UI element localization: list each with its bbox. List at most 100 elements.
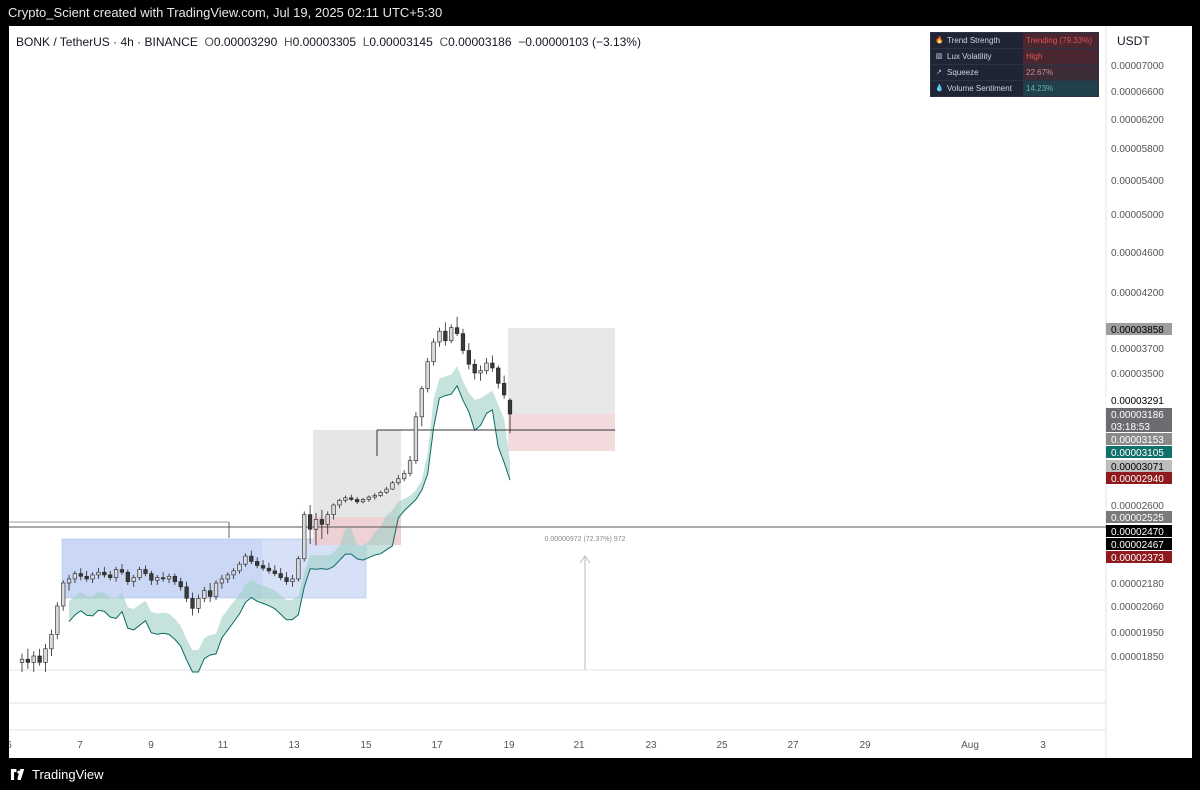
- price-tag: [1106, 472, 1172, 484]
- indicator-value: High: [1023, 49, 1098, 64]
- candle: [149, 573, 154, 581]
- candle: [490, 362, 495, 369]
- indicator-label-text: Lux Volatility: [947, 52, 992, 61]
- currency-label[interactable]: USDT: [1117, 34, 1150, 48]
- candle: [90, 574, 95, 580]
- close-label: C: [439, 35, 449, 49]
- price-tag-label: 0.00003105: [1111, 448, 1164, 459]
- time-tick-label: 11: [218, 740, 229, 751]
- candle: [402, 472, 407, 480]
- flame-icon: 🔥: [935, 36, 944, 44]
- indicator-row: 🔥 Trend Strength Trending (79.33%): [931, 33, 1098, 49]
- candle: [155, 577, 160, 581]
- candle: [125, 571, 130, 582]
- squeeze-icon: ↗: [936, 68, 942, 76]
- high-value: 0.00003305: [292, 35, 357, 49]
- candle: [160, 577, 166, 580]
- candle: [196, 598, 201, 609]
- candle: [37, 655, 42, 663]
- candle: [113, 569, 119, 578]
- time-tick-label: 7: [77, 740, 83, 751]
- candle: [449, 327, 454, 342]
- candle: [19, 658, 25, 663]
- price-tick-label: 0.00005800: [1111, 144, 1164, 155]
- candle: [184, 586, 189, 599]
- time-tick-label: 27: [787, 740, 799, 751]
- candle: [307, 514, 313, 530]
- brand-name: TradingView: [32, 766, 104, 782]
- volatility-icon: ▧: [935, 52, 943, 60]
- price-tag-label: 0.00002373: [1111, 553, 1164, 564]
- price-tag-label: 0.00002940: [1111, 474, 1164, 485]
- price-tick-label: 0.00001850: [1111, 652, 1164, 663]
- candle: [343, 497, 348, 501]
- candle: [460, 333, 466, 351]
- low-value: 0.00003145: [369, 35, 433, 49]
- price-tag: [1106, 394, 1172, 406]
- time-tick-label: 19: [503, 740, 515, 751]
- price-tag: [1106, 323, 1172, 335]
- candle: [419, 388, 424, 418]
- candle: [202, 590, 207, 599]
- price-tag-label: 0.00003858: [1111, 325, 1164, 336]
- price-tag-label: 0.00003153: [1111, 435, 1164, 446]
- candle: [507, 399, 513, 415]
- time-tick-label: 15: [360, 740, 372, 751]
- change-value: −0.00000103 (−3.13%): [518, 35, 641, 49]
- price-tag-label: 0.00002467: [1111, 540, 1164, 551]
- price-tag: [1106, 460, 1172, 472]
- chart-canvas[interactable]: 0.00000972 (72.37%) 972 0.00007000 0.00006…: [9, 26, 1192, 758]
- trend-ribbon-line: [68, 384, 511, 673]
- candle: [396, 478, 401, 484]
- indicator-label-text: Trend Strength: [947, 36, 1001, 45]
- candle: [119, 569, 125, 573]
- candle: [372, 495, 377, 498]
- indicator-value: Trending (79.33%): [1023, 33, 1098, 48]
- price-tick-label: 0.00003700: [1111, 344, 1164, 355]
- high-label: H: [283, 35, 293, 49]
- candle: [31, 655, 36, 663]
- indicator-label-text: Volume Sentiment: [947, 84, 1012, 93]
- candle: [96, 571, 101, 576]
- price-tag: [1106, 433, 1172, 445]
- candle: [219, 578, 225, 584]
- price-tick-label: 0.00006200: [1111, 115, 1164, 126]
- candle: [131, 577, 136, 582]
- measure-label: 0.00000972 (72.37%) 972: [545, 536, 626, 543]
- price-tick-label: 0.00004200: [1111, 288, 1164, 299]
- accumulation-box-inner: [62, 539, 262, 598]
- candle: [266, 567, 272, 572]
- price-tag: [1106, 420, 1172, 432]
- candle: [278, 573, 283, 578]
- candle: [213, 582, 219, 597]
- price-tick-label: 0.00005000: [1111, 210, 1164, 221]
- indicator-row: 💧 Volume Sentiment 14.23%: [931, 81, 1098, 96]
- time-tick-label: Aug: [961, 740, 979, 751]
- candle: [137, 569, 142, 578]
- candle: [66, 578, 72, 584]
- indicator-row: ▧ Lux Volatility High: [931, 49, 1098, 65]
- candle: [255, 561, 260, 566]
- candle: [225, 574, 230, 580]
- candle: [501, 383, 507, 396]
- indicator-label: ↗ Squeeze: [931, 65, 1023, 80]
- candle: [172, 575, 177, 582]
- droplet-icon: 💧: [935, 84, 944, 92]
- indicator-value: 22.67%: [1023, 65, 1098, 80]
- symbol-name[interactable]: BONK / TetherUS · 4h · BINANCE: [16, 35, 198, 49]
- measure-arrow-head: [579, 555, 591, 564]
- candle: [290, 578, 295, 582]
- candle: [366, 496, 372, 500]
- low-label: L: [362, 35, 370, 49]
- candle: [272, 570, 277, 574]
- candle: [319, 519, 324, 525]
- indicator-value: 14.23%: [1023, 81, 1098, 96]
- candle: [61, 582, 66, 607]
- indicator-table: 🔥 Trend Strength Trending (79.33%) ▧ Lux Vol…: [930, 32, 1099, 97]
- candle: [166, 575, 172, 580]
- chart-frame: 0.00000972 (72.37%) 972 0.00007000 0.00006…: [9, 26, 1192, 758]
- candle: [302, 514, 307, 560]
- candle: [454, 327, 460, 334]
- price-tick-label: 0.00002600: [1111, 501, 1164, 512]
- tradingview-logo-icon: [10, 768, 25, 780]
